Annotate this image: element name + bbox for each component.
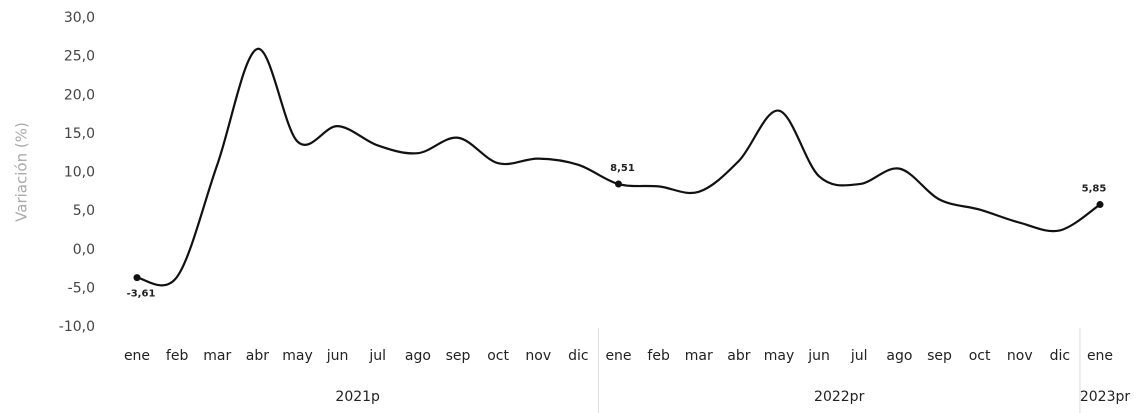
x-tick-label: mar (203, 348, 231, 364)
x-tick-label: sep (927, 348, 952, 364)
x-tick-label: ago (886, 348, 912, 364)
x-tick-label: abr (246, 348, 269, 364)
y-tick-label: 30,0 (64, 10, 95, 26)
x-tick-label: dic (568, 348, 588, 364)
x-tick-label: jul (368, 348, 386, 364)
y-tick-label: 25,0 (64, 49, 95, 65)
data-label: 5,85 (1082, 184, 1107, 195)
x-tick-label: feb (647, 348, 670, 364)
point (1096, 201, 1104, 209)
x-tick-label: mar (685, 348, 713, 364)
x-tick-label: feb (166, 348, 189, 364)
x-tick-label: jun (326, 348, 349, 364)
group-label: 2023pr (1080, 389, 1131, 405)
x-tick-label: may (282, 348, 313, 364)
y-tick-label: -5,0 (68, 280, 95, 296)
y-tick-label: 5,0 (73, 203, 95, 219)
x-tick-label: nov (1007, 348, 1033, 364)
data-label: -3,61 (127, 289, 156, 300)
line (136, 47, 1101, 287)
y-tick-label: -10,0 (59, 319, 95, 335)
point (615, 180, 622, 188)
x-tick-label: ene (124, 348, 150, 364)
x-tick-label: jul (850, 348, 868, 364)
y-tick-label: 20,0 (64, 87, 95, 103)
point (133, 274, 141, 282)
y-axis-label: Variación (%) (13, 122, 31, 222)
x-tick-label: oct (969, 348, 991, 364)
y-tick-label: 0,0 (73, 242, 95, 258)
x-tick-label: dic (1050, 348, 1070, 364)
x-tick-label: nov (525, 348, 551, 364)
group-label: 2022pr (814, 389, 865, 405)
x-tick-label: may (764, 348, 795, 364)
y-tick-label: 15,0 (64, 126, 95, 142)
x-tick-label: ago (405, 348, 431, 364)
x-tick-label: jun (807, 348, 830, 364)
x-tick-label: ene (605, 348, 631, 364)
x-tick-label: ene (1087, 348, 1113, 364)
y-tick-label: 10,0 (64, 165, 95, 181)
x-tick-label: abr (727, 348, 750, 364)
group-label: 2021p (335, 389, 380, 405)
data-label: 8,51 (610, 163, 635, 174)
x-tick-label: sep (446, 348, 471, 364)
x-tick-label: oct (487, 348, 509, 364)
